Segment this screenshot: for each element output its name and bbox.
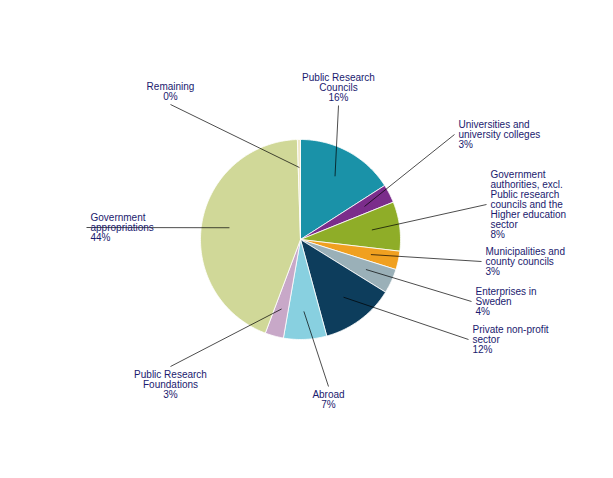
svg-text:Municipalities andcounty counc: Municipalities andcounty councils3%: [486, 246, 566, 277]
svg-text:Public ResearchFoundations3%: Public ResearchFoundations3%: [134, 369, 207, 400]
svg-text:Private non-profitsector12%: Private non-profitsector12%: [473, 324, 549, 355]
svg-text:Enterprises inSweden4%: Enterprises inSweden4%: [476, 286, 537, 317]
svg-text:Remaining0%: Remaining0%: [147, 81, 195, 102]
svg-text:Governmentappropriations44%: Governmentappropriations44%: [91, 212, 154, 243]
svg-text:Public ResearchCouncils16%: Public ResearchCouncils16%: [302, 72, 375, 103]
svg-text:Universities anduniversity col: Universities anduniversity colleges3%: [459, 119, 541, 150]
svg-text:Abroad7%: Abroad7%: [312, 389, 344, 410]
svg-text:Governmentauthorities, excl.Pu: Governmentauthorities, excl.Public resea…: [491, 169, 567, 240]
